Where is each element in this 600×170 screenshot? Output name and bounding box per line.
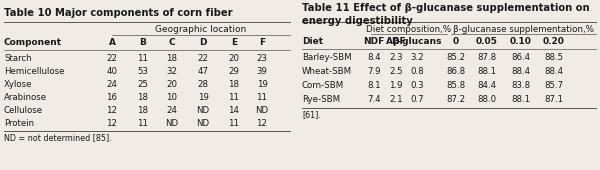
Text: 53: 53 [137,67,149,76]
Text: E: E [231,38,237,47]
Text: 11: 11 [137,119,149,128]
Text: 29: 29 [229,67,239,76]
Text: Diet composition,%: Diet composition,% [367,25,452,34]
Text: Cellulose: Cellulose [4,106,43,115]
Text: 40: 40 [107,67,118,76]
Text: 84.4: 84.4 [478,81,497,90]
Text: 32: 32 [167,67,178,76]
Text: 88.1: 88.1 [478,67,497,76]
Text: Arabinose: Arabinose [4,93,47,102]
Text: 0: 0 [453,37,459,46]
Text: 25: 25 [137,80,149,89]
Text: ND: ND [166,119,179,128]
Text: 20: 20 [229,54,239,63]
Text: 8.4: 8.4 [367,53,381,62]
Text: 87.8: 87.8 [478,53,497,62]
Text: 11: 11 [257,93,268,102]
Text: 0.05: 0.05 [476,37,498,46]
Text: D: D [199,38,207,47]
Text: 2.5: 2.5 [389,67,403,76]
Text: 87.1: 87.1 [544,95,563,104]
Text: ND = not determined [85].: ND = not determined [85]. [4,133,112,142]
Text: 39: 39 [257,67,268,76]
Text: 0.3: 0.3 [410,81,424,90]
Text: 12: 12 [107,119,118,128]
Text: 28: 28 [197,80,209,89]
Text: B: B [140,38,146,47]
Text: 19: 19 [257,80,268,89]
Text: 11: 11 [137,54,149,63]
Text: 11: 11 [229,119,239,128]
Text: Xylose: Xylose [4,80,32,89]
Text: 22: 22 [107,54,118,63]
Text: Hemicellulose: Hemicellulose [4,67,65,76]
Text: Table 11 Effect of β-glucanase supplementation on
energy digestibility: Table 11 Effect of β-glucanase supplemen… [302,3,590,26]
Text: Barley-SBM: Barley-SBM [302,53,352,62]
Text: 83.8: 83.8 [511,81,530,90]
Text: Starch: Starch [4,54,32,63]
Text: [61].: [61]. [302,110,321,119]
Text: 8.1: 8.1 [367,81,381,90]
Text: 12: 12 [107,106,118,115]
Text: 85.7: 85.7 [544,81,563,90]
Text: Protein: Protein [4,119,34,128]
Text: 0.10: 0.10 [510,37,532,46]
Text: ND: ND [256,106,269,115]
Text: 1.9: 1.9 [389,81,403,90]
Text: 20: 20 [167,80,178,89]
Text: 10: 10 [167,93,178,102]
Text: 88.5: 88.5 [544,53,563,62]
Text: A: A [109,38,115,47]
Text: 12: 12 [257,119,268,128]
Text: NDF: NDF [364,37,385,46]
Text: 47: 47 [197,67,209,76]
Text: F: F [259,38,265,47]
Text: 18: 18 [137,106,149,115]
Text: ND: ND [196,106,209,115]
Text: 85.2: 85.2 [446,53,466,62]
Text: 88.4: 88.4 [511,67,530,76]
Text: 18: 18 [229,80,239,89]
Text: Diet: Diet [302,37,323,46]
Text: 16: 16 [107,93,118,102]
Text: Table 10 Major components of corn fiber: Table 10 Major components of corn fiber [4,8,233,18]
Text: Component: Component [4,38,62,47]
Text: 88.4: 88.4 [544,67,563,76]
Text: 85.8: 85.8 [446,81,466,90]
Text: 88.0: 88.0 [478,95,497,104]
Text: 86.8: 86.8 [446,67,466,76]
Text: 87.2: 87.2 [446,95,466,104]
Text: 0.8: 0.8 [410,67,424,76]
Text: 88.1: 88.1 [511,95,530,104]
Text: 7.9: 7.9 [367,67,381,76]
Text: 22: 22 [197,54,209,63]
Text: Wheat-SBM: Wheat-SBM [302,67,352,76]
Text: Corn-SBM: Corn-SBM [302,81,344,90]
Text: 18: 18 [167,54,178,63]
Text: 24: 24 [107,80,118,89]
Text: 18: 18 [137,93,149,102]
Text: 7.4: 7.4 [367,95,381,104]
Text: 86.4: 86.4 [511,53,530,62]
Text: ADF: ADF [386,37,406,46]
Text: β-glucanase supplementation,%: β-glucanase supplementation,% [453,25,594,34]
Text: Rye-SBM: Rye-SBM [302,95,340,104]
Text: ND: ND [196,119,209,128]
Text: 23: 23 [257,54,268,63]
Text: 2.3: 2.3 [389,53,403,62]
Text: 11: 11 [229,93,239,102]
Text: 3.2: 3.2 [410,53,424,62]
Text: C: C [169,38,175,47]
Text: β-glucans: β-glucans [392,37,442,46]
Text: 19: 19 [197,93,208,102]
Text: 0.20: 0.20 [543,37,565,46]
Text: 2.1: 2.1 [389,95,403,104]
Text: 0.7: 0.7 [410,95,424,104]
Text: 24: 24 [167,106,178,115]
Text: 14: 14 [229,106,239,115]
Text: Geographic location: Geographic location [155,25,247,34]
